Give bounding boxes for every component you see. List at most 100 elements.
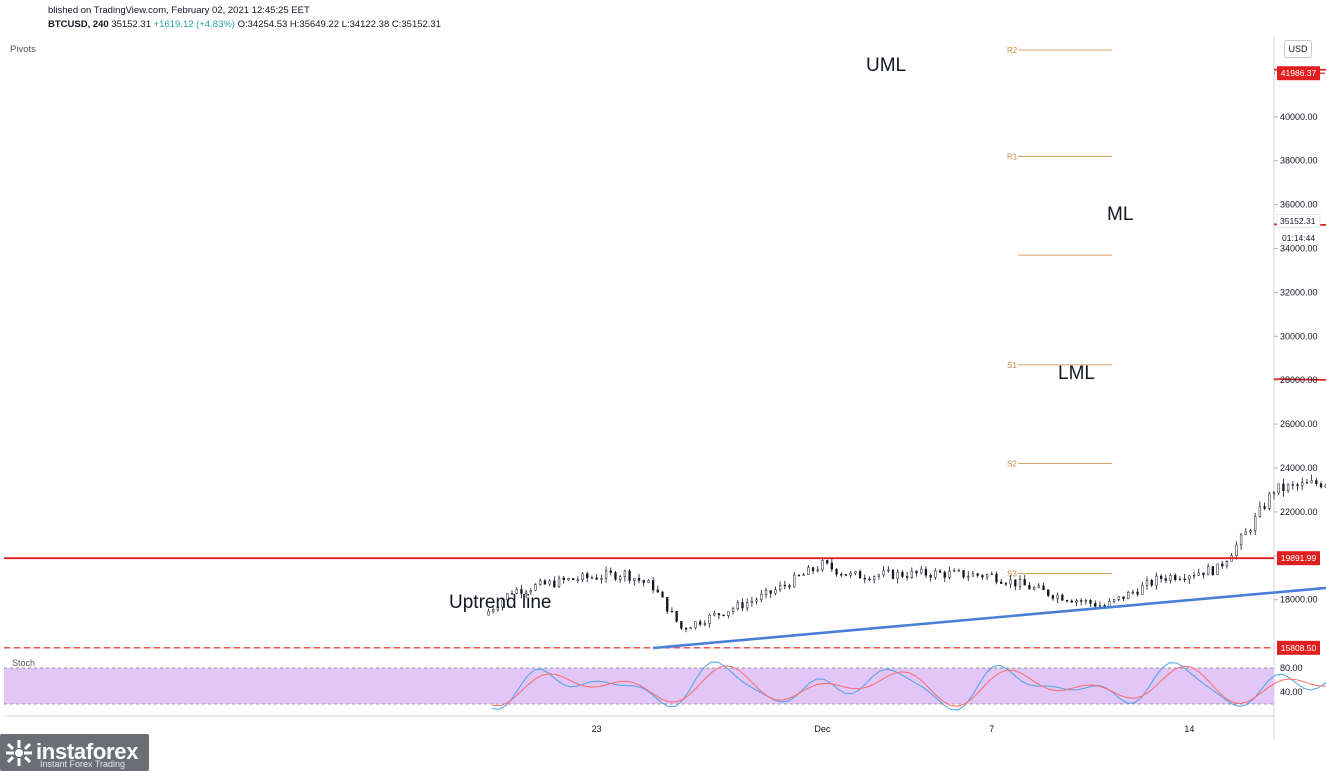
x-tick-label: 7 xyxy=(989,724,994,734)
candle-body xyxy=(619,576,622,580)
candle-body xyxy=(633,578,636,581)
candle-body xyxy=(727,611,730,616)
candle-body xyxy=(981,575,984,578)
candle-body xyxy=(590,577,594,579)
candle-body xyxy=(816,569,819,572)
candle-body xyxy=(548,580,551,585)
candle-body xyxy=(1018,579,1022,587)
candle-body xyxy=(628,570,631,581)
candle-body xyxy=(920,568,923,574)
candle-body xyxy=(581,573,584,580)
candle-body xyxy=(1103,605,1106,607)
low-value: 34122.38 xyxy=(349,19,390,30)
candle-body xyxy=(524,591,528,594)
candle-body xyxy=(882,570,885,576)
published-line: blished on TradingView.com, February 02,… xyxy=(48,5,310,16)
candle-body xyxy=(1145,580,1149,586)
candle-body xyxy=(731,608,735,613)
candle-body xyxy=(1258,506,1262,517)
candle-body xyxy=(1131,591,1135,594)
candle-body xyxy=(510,593,514,595)
pivots-indicator-label[interactable]: Pivots xyxy=(10,44,36,55)
close-label: C: xyxy=(391,19,402,30)
currency-button[interactable]: USD xyxy=(1284,40,1312,58)
candle-body xyxy=(1202,572,1205,576)
candle-body xyxy=(797,574,801,577)
candle-body xyxy=(1155,575,1158,586)
close-value: 35152.31 xyxy=(401,19,441,30)
y-tick-label: 18000.00 xyxy=(1280,595,1318,605)
level-price-label: 41986.37 xyxy=(1281,68,1317,78)
candle-body xyxy=(887,569,890,572)
candle-body xyxy=(1225,561,1229,567)
candle-body xyxy=(670,611,674,613)
stoch-indicator-label[interactable]: Stoch xyxy=(12,658,36,668)
candle-body xyxy=(1206,566,1210,576)
candle-body xyxy=(741,602,744,609)
candle-body xyxy=(1056,594,1059,599)
candle-body xyxy=(492,609,495,612)
candle-body xyxy=(586,573,589,579)
high-value: 35649.22 xyxy=(299,19,340,30)
candle-body xyxy=(849,572,852,576)
candle-body xyxy=(534,584,537,591)
candle-body xyxy=(1296,484,1299,486)
candle-body xyxy=(778,584,782,590)
uptrend-line[interactable] xyxy=(652,439,1326,650)
candle-body xyxy=(788,585,791,588)
candle-body xyxy=(755,599,758,602)
candle-body xyxy=(1061,594,1064,601)
pivot-levels: R1 S1 S2 S3 R2 xyxy=(1007,46,1112,578)
candle-body xyxy=(877,574,881,577)
time-axis[interactable]: 23Dec714212620216111825Feb815 xyxy=(592,724,1326,734)
instaforex-logo-icon xyxy=(6,740,32,766)
candle-body xyxy=(1254,516,1257,531)
candle-body xyxy=(858,571,862,579)
x-tick-label: 14 xyxy=(1184,724,1194,734)
candle-body xyxy=(1094,603,1097,607)
candle-body xyxy=(967,575,970,578)
stochastic-panel: 40.00 80.00 xyxy=(4,661,1326,711)
candle-body xyxy=(1221,563,1224,567)
price-candles xyxy=(487,474,1326,633)
candle-body xyxy=(1051,595,1055,599)
bar-countdown-label: 01:14:44 xyxy=(1282,233,1315,243)
candle-body xyxy=(1272,492,1276,495)
open-value: 34254.53 xyxy=(247,19,288,30)
pivot-label: S3 xyxy=(1007,569,1017,578)
y-tick-label: 40000.00 xyxy=(1280,112,1318,122)
candle-body xyxy=(1122,596,1125,600)
candle-body xyxy=(746,602,749,609)
candle-body xyxy=(642,580,645,583)
candle-body xyxy=(952,570,956,572)
candle-body xyxy=(1108,601,1111,607)
candle-body xyxy=(684,628,688,630)
annotation-uml: UML xyxy=(866,55,906,76)
open-label: O: xyxy=(237,19,248,30)
candle-body xyxy=(1000,581,1003,584)
candle-body xyxy=(1032,587,1036,590)
candle-body xyxy=(990,573,993,575)
candle-body xyxy=(1127,591,1130,600)
candle-body xyxy=(609,570,612,573)
candle-body xyxy=(1169,575,1172,581)
stoch-d-line xyxy=(492,665,1326,707)
pitchfork-drawings[interactable] xyxy=(4,68,1326,650)
y-tick-label: 22000.00 xyxy=(1280,507,1318,517)
candle-body xyxy=(830,562,834,570)
candle-body xyxy=(1235,544,1238,557)
candle-body xyxy=(943,572,946,578)
y-tick-label: 34000.00 xyxy=(1280,244,1318,254)
candle-body xyxy=(595,577,598,580)
candle-body xyxy=(562,577,565,581)
candle-body xyxy=(774,589,777,594)
candle-body xyxy=(614,572,617,580)
candle-body xyxy=(793,574,796,588)
candle-body xyxy=(896,571,899,579)
annotation-lml: LML xyxy=(1058,363,1095,384)
candle-body xyxy=(1037,585,1040,588)
candle-body xyxy=(1084,600,1088,602)
price-axis[interactable]: 18000.0020000.0022000.0024000.0026000.00… xyxy=(1274,66,1321,655)
